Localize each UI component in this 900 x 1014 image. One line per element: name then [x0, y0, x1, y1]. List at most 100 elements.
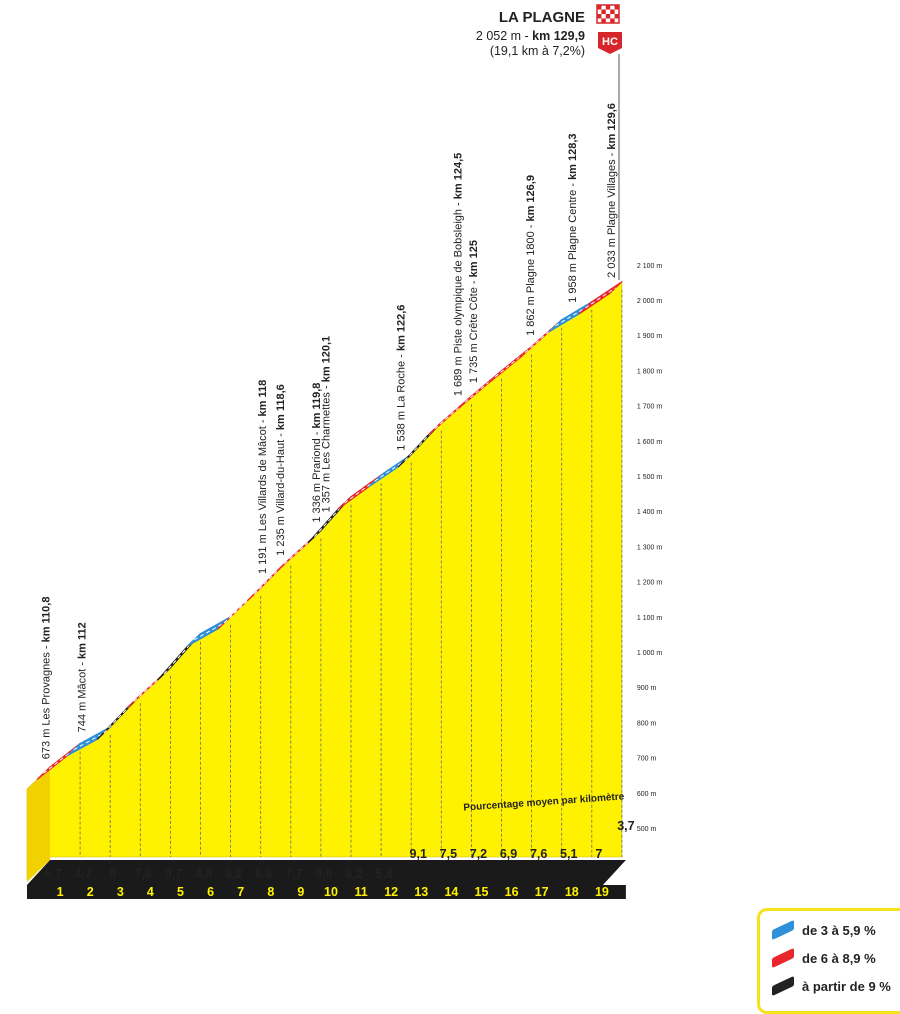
waypoint-label: 1 735 m Crête Côte - km 125 [468, 240, 480, 383]
legend-label: à partir de 9 % [802, 978, 891, 994]
legend-item-mid: de 6 à 8,9 % [772, 947, 876, 969]
road-centerline [193, 622, 225, 641]
gradient-value: 7,7 [285, 867, 302, 881]
altitude-tick-label: 2 100 m [637, 263, 662, 270]
altitude-axis: 500 m 600 m 700 m 800 m 900 m 1 000 m 1 100 m 1… [637, 263, 662, 833]
legend-label: de 6 à 8,9 % [802, 950, 876, 966]
gradient-value: 8,6 [255, 867, 272, 881]
km-axis-base: 1 2 3 4 5 6 7 8 9 10 11 12 13 14 15 16 17 18 19 [27, 860, 626, 899]
km-tick-label: 5 [177, 885, 184, 899]
road-centerline [585, 287, 616, 309]
waypoint-label: 1 336 m Prariond - km 119,8 [311, 383, 323, 523]
km-tick-label: 15 [475, 885, 489, 899]
altitude-tick-label: 1 400 m [637, 509, 662, 516]
legend-item-high: à partir de 9 % [772, 975, 891, 997]
altitude-tick-label: 1 800 m [637, 368, 662, 375]
summit-altitude: 2 052 m - km 129,9 [476, 29, 585, 43]
summit-header: LA PLAGNE 2 052 m - km 129,9 (19,1 km à … [476, 4, 622, 280]
gradient-value: 9,7 [165, 867, 182, 881]
category-label: HC [602, 36, 618, 48]
waypoint-label: 1 862 m Plagne 1800 - km 126,9 [525, 175, 537, 336]
legend-swatch-red-icon [772, 947, 794, 969]
checkered-flag-icon [596, 4, 620, 24]
profile-front-face [27, 767, 50, 882]
km-axis-strip [27, 885, 626, 899]
gradient-legend: de 3 à 5,9 % de 6 à 8,9 % à partir de 9 … [757, 908, 900, 1014]
km-tick-label: 19 [595, 885, 609, 899]
altitude-tick-label: 1 700 m [637, 404, 662, 411]
waypoint-label: 1 357 m Les Charmettes - km 120,1 [320, 336, 332, 513]
gradient-value: 4,7 [74, 867, 91, 881]
gradient-value: 7,6 [530, 847, 547, 861]
km-tick-label: 11 [354, 885, 367, 899]
altitude-tick-label: 1 600 m [637, 439, 662, 446]
waypoint-label: 673 m Les Provagnes - km 110,8 [40, 597, 52, 760]
altitude-tick-label: 2 000 m [637, 298, 662, 305]
waypoint-labels: 673 m Les Provagnes - km 110,8 744 m Mâco… [40, 103, 618, 759]
gradient-value: 6,7 [44, 867, 61, 881]
gradient-value: 6,9 [500, 847, 517, 861]
km-tick-label: 14 [444, 885, 458, 899]
legend-swatch-black-icon [772, 975, 794, 997]
km-tick-label: 17 [535, 885, 549, 899]
waypoint-label: 1 958 m Plagne Centre - km 128,3 [567, 133, 579, 302]
gradient-value: 7,2 [470, 847, 487, 861]
road-centerline [344, 480, 375, 504]
altitude-tick-label: 1 300 m [637, 544, 662, 551]
altitude-tick-label: 1 200 m [637, 580, 662, 587]
km-tick-label: 12 [384, 885, 398, 899]
km-tick-label: 8 [267, 885, 274, 899]
road-centerline [73, 732, 105, 751]
road-centerline [374, 460, 406, 482]
road-centerline [43, 749, 74, 774]
legend-item-low: de 3 à 5,9 % [772, 919, 876, 941]
km-tick-label: 9 [297, 885, 304, 899]
km-tick-label: 13 [414, 885, 428, 899]
altitude-tick-label: 600 m [637, 791, 657, 798]
gradient-value: 7 [595, 847, 602, 861]
altitude-tick-label: 500 m [637, 826, 657, 833]
waypoint-label: 1 191 m Les Villards de Mâcot - km 118 [257, 380, 269, 574]
waypoint-label: 1 689 m Piste olympique de Bobsleigh - k… [453, 153, 465, 396]
profile-road-layer [36, 281, 623, 780]
altitude-tick-label: 1 500 m [637, 474, 662, 481]
km-tick-label: 3 [117, 885, 124, 899]
gradient-value: 9,6 [315, 867, 332, 881]
profile-grid-layer [79, 289, 623, 857]
summit-name: LA PLAGNE [499, 9, 585, 26]
km-tick-label: 2 [87, 885, 94, 899]
waypoint-label: 1 538 m La Roche - km 122,6 [396, 305, 408, 451]
km-tick-label: 18 [565, 885, 579, 899]
km-tick-label: 16 [505, 885, 519, 899]
km-tick-label: 10 [324, 885, 338, 899]
gradient-value: 7,8 [135, 867, 152, 881]
gradient-value: 5,8 [375, 867, 392, 881]
altitude-tick-label: 700 m [637, 756, 657, 763]
km-tick-label: 7 [237, 885, 244, 899]
waypoint-label: 2 033 m Plagne Villages - km 129,6 [606, 103, 618, 278]
altitude-tick-label: 800 m [637, 720, 657, 727]
altitude-tick-label: 1 000 m [637, 650, 662, 657]
gradient-value: 8,2 [225, 867, 242, 881]
category-badge: HC [598, 32, 622, 54]
km-tick-label: 1 [57, 885, 64, 899]
km-tick-label: 6 [207, 885, 214, 899]
road-centerline [555, 307, 586, 327]
gradient-value: 3,7 [617, 819, 634, 833]
altitude-tick-label: 900 m [637, 685, 657, 692]
gradient-value: 5,1 [560, 847, 577, 861]
legend-swatch-blue-icon [772, 919, 794, 941]
km-tick-label: 4 [147, 885, 154, 899]
gradient-value: 9 [110, 867, 117, 881]
gradient-row: 6,7 4,7 9 7,8 9,7 4,8 8,2 8,6 7,7 9,6 6,2 5,8 9,1 7,5… [44, 819, 634, 881]
km-axis-band [27, 860, 626, 885]
gradient-value: 6,2 [345, 867, 362, 881]
legend-label: de 3 à 5,9 % [802, 922, 876, 938]
gradient-value: 9,1 [410, 847, 427, 861]
altitude-tick-label: 1 900 m [637, 333, 662, 340]
gradient-value: 7,5 [440, 847, 457, 861]
waypoint-label: 1 235 m Villard-du-Haut - km 118,6 [275, 384, 287, 556]
gradient-value: 4,8 [195, 867, 212, 881]
road-segment [578, 281, 623, 315]
summit-climb-stats: (19,1 km à 7,2%) [490, 44, 585, 58]
